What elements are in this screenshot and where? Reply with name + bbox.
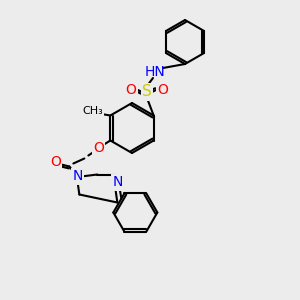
Text: O: O <box>93 142 104 155</box>
Text: O: O <box>50 155 61 170</box>
Text: N: N <box>112 176 122 190</box>
Text: O: O <box>158 83 168 97</box>
Text: S: S <box>142 85 152 100</box>
Text: O: O <box>126 83 136 97</box>
Text: CH₃: CH₃ <box>82 106 103 116</box>
Text: N: N <box>72 169 82 184</box>
Text: HN: HN <box>145 65 165 79</box>
